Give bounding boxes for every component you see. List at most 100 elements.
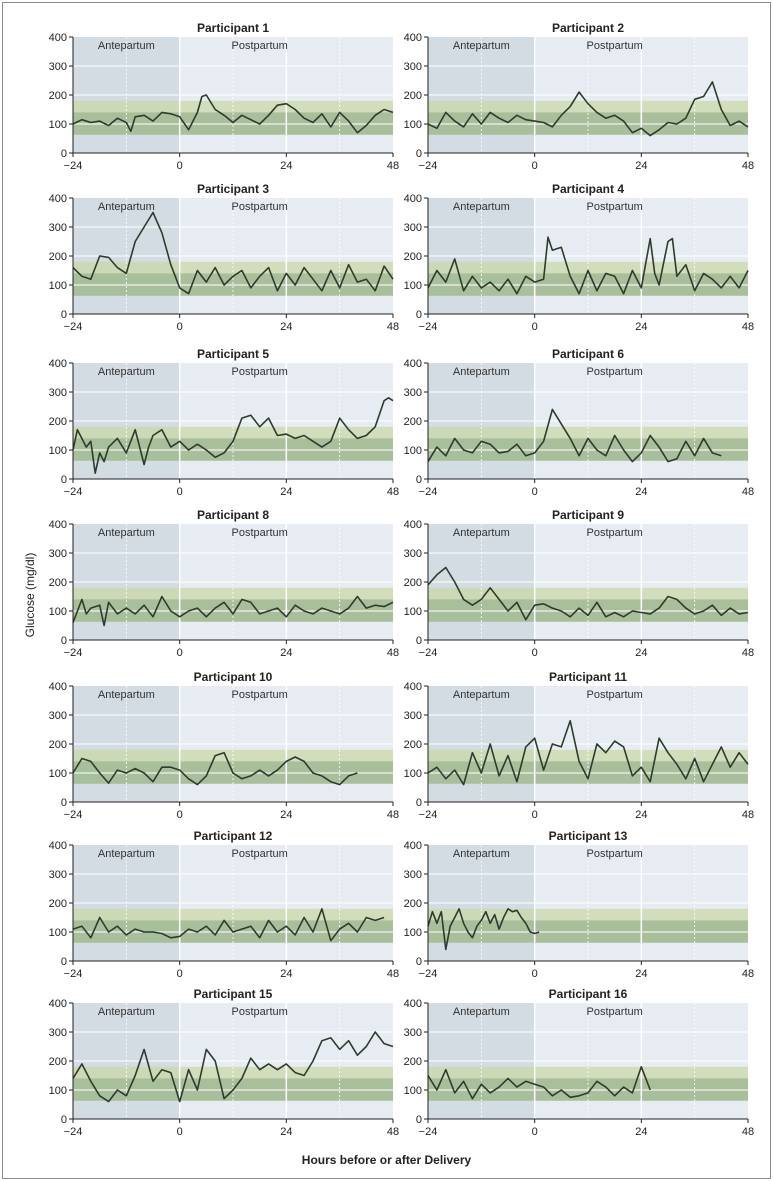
y-tick-label: 0 — [416, 797, 422, 809]
antepartum-label: Antepartum — [453, 366, 510, 378]
glucose-trace — [427, 408, 722, 463]
panel-title: Participant 5 — [197, 347, 269, 361]
y-tick-label: 200 — [49, 90, 67, 102]
y-tick-label: 300 — [404, 222, 422, 234]
panel-title: Participant 4 — [552, 182, 624, 196]
y-tick-label: 100 — [49, 119, 67, 131]
antepartum-label: Antepartum — [453, 1006, 510, 1018]
y-tick-label: 400 — [49, 681, 67, 693]
y-tick-label: 400 — [404, 32, 422, 44]
y-tick-label: 100 — [49, 927, 67, 939]
y-tick-label: 300 — [49, 222, 67, 234]
y-tick-label: 300 — [49, 548, 67, 560]
y-tick-label: 100 — [49, 606, 67, 618]
y-tick-label: 100 — [404, 445, 422, 457]
x-tick-label: 24 — [635, 647, 647, 659]
x-tick-label: 0 — [532, 160, 538, 172]
y-tick-label: 200 — [404, 577, 422, 589]
postpartum-label: Postpartum — [587, 848, 643, 860]
antepartum-label: Antepartum — [453, 689, 510, 701]
antepartum-label: Antepartum — [453, 527, 510, 539]
postpartum-label: Postpartum — [232, 201, 288, 213]
postpartum-label: Postpartum — [587, 689, 643, 701]
y-tick-label: 200 — [49, 739, 67, 751]
x-tick-label: 48 — [387, 809, 399, 821]
y-tick-label: 300 — [404, 61, 422, 73]
x-tick-label: 48 — [742, 647, 754, 659]
antepartum-label: Antepartum — [98, 527, 155, 539]
x-tick-label: −24 — [419, 647, 438, 659]
postpartum-label: Postpartum — [232, 848, 288, 860]
y-tick-label: 300 — [49, 869, 67, 881]
postpartum-label: Postpartum — [232, 689, 288, 701]
x-tick-label: 0 — [177, 647, 183, 659]
panel-title: Participant 16 — [549, 987, 628, 1001]
x-tick-label: 0 — [177, 160, 183, 172]
postpartum-label: Postpartum — [587, 1006, 643, 1018]
x-tick-label: 0 — [177, 809, 183, 821]
y-tick-label: 300 — [49, 387, 67, 399]
x-tick-label: −24 — [419, 160, 438, 172]
y-tick-label: 300 — [404, 710, 422, 722]
y-tick-label: 400 — [49, 32, 67, 44]
x-tick-label: 24 — [280, 486, 292, 498]
y-tick-label: 200 — [49, 416, 67, 428]
panel-title: Participant 15 — [194, 987, 273, 1001]
x-tick-label: 0 — [177, 968, 183, 980]
y-tick-label: 300 — [404, 548, 422, 560]
y-tick-label: 0 — [61, 797, 67, 809]
glucose-trace — [72, 211, 394, 295]
y-tick-label: 100 — [404, 768, 422, 780]
y-tick-label: 400 — [49, 358, 67, 370]
y-tick-label: 200 — [404, 90, 422, 102]
x-tick-label: 48 — [387, 968, 399, 980]
x-tick-label: −24 — [419, 321, 438, 333]
y-tick-label: 0 — [61, 635, 67, 647]
glucose-trace — [427, 81, 749, 137]
x-tick-label: 24 — [635, 968, 647, 980]
x-tick-label: 48 — [387, 1126, 399, 1138]
glucose-trace — [72, 595, 394, 627]
antepartum-label: Antepartum — [453, 40, 510, 52]
antepartum-label: Antepartum — [98, 689, 155, 701]
postpartum-label: Postpartum — [587, 366, 643, 378]
y-tick-label: 200 — [49, 251, 67, 263]
y-tick-label: 0 — [416, 309, 422, 321]
y-tick-label: 100 — [49, 1085, 67, 1097]
y-tick-label: 200 — [404, 251, 422, 263]
y-tick-label: 200 — [49, 898, 67, 910]
panel-title: Participant 8 — [197, 508, 269, 522]
x-tick-label: 24 — [280, 321, 292, 333]
x-tick-label: 0 — [177, 321, 183, 333]
antepartum-label: Antepartum — [98, 366, 155, 378]
y-tick-label: 200 — [404, 416, 422, 428]
glucose-trace — [72, 1031, 394, 1103]
x-tick-label: 48 — [387, 647, 399, 659]
panel-title: Participant 9 — [552, 508, 624, 522]
antepartum-label: Antepartum — [98, 40, 155, 52]
glucose-trace — [72, 751, 358, 786]
postpartum-label: Postpartum — [232, 527, 288, 539]
y-tick-label: 300 — [49, 61, 67, 73]
antepartum-label: Antepartum — [98, 201, 155, 213]
x-tick-label: 24 — [280, 968, 292, 980]
y-tick-label: 400 — [49, 193, 67, 205]
postpartum-label: Postpartum — [232, 40, 288, 52]
x-axis-label: Hours before or after Delivery — [301, 1153, 472, 1167]
x-tick-label: 24 — [280, 809, 292, 821]
y-tick-label: 100 — [49, 768, 67, 780]
y-tick-label: 400 — [404, 519, 422, 531]
y-tick-label: 100 — [404, 280, 422, 292]
x-tick-label: 24 — [635, 486, 647, 498]
x-tick-label: 48 — [742, 809, 754, 821]
